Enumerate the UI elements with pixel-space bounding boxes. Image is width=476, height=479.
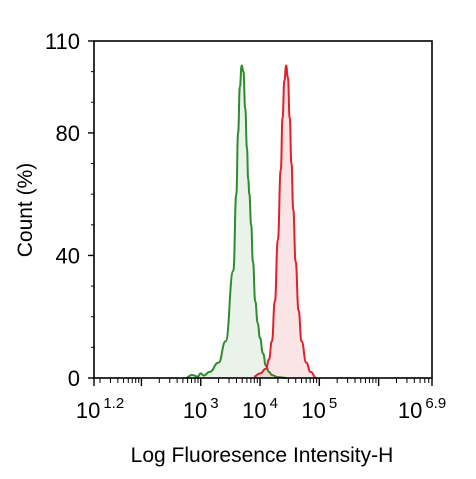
x-tick-label: 10 1.2 (76, 395, 124, 423)
series-0-line (185, 64, 287, 379)
ticks-layer: 0 40 80 110 10 1.2 10 3 10 4 10 5 10 6.9 (45, 29, 446, 423)
x-tick-label: 10 5 (301, 395, 337, 423)
x-tick-label: 10 4 (242, 395, 278, 423)
x-tick-label: 10 6.9 (398, 395, 446, 423)
y-tick-label: 80 (56, 121, 80, 146)
y-tick-label: 40 (56, 243, 80, 268)
plot-frame (93, 40, 433, 379)
series-layer (185, 64, 317, 379)
x-axis-title: Log Fluoresence Intensity-H (131, 444, 394, 467)
series-0-fill (185, 65, 287, 378)
x-tick-label: 10 3 (183, 395, 219, 423)
y-axis-title: Count (%) (14, 163, 37, 258)
series-1-fill (254, 65, 317, 378)
y-tick-label: 110 (45, 29, 80, 54)
series-1-line (253, 64, 317, 379)
y-tick-label: 0 (68, 366, 80, 391)
